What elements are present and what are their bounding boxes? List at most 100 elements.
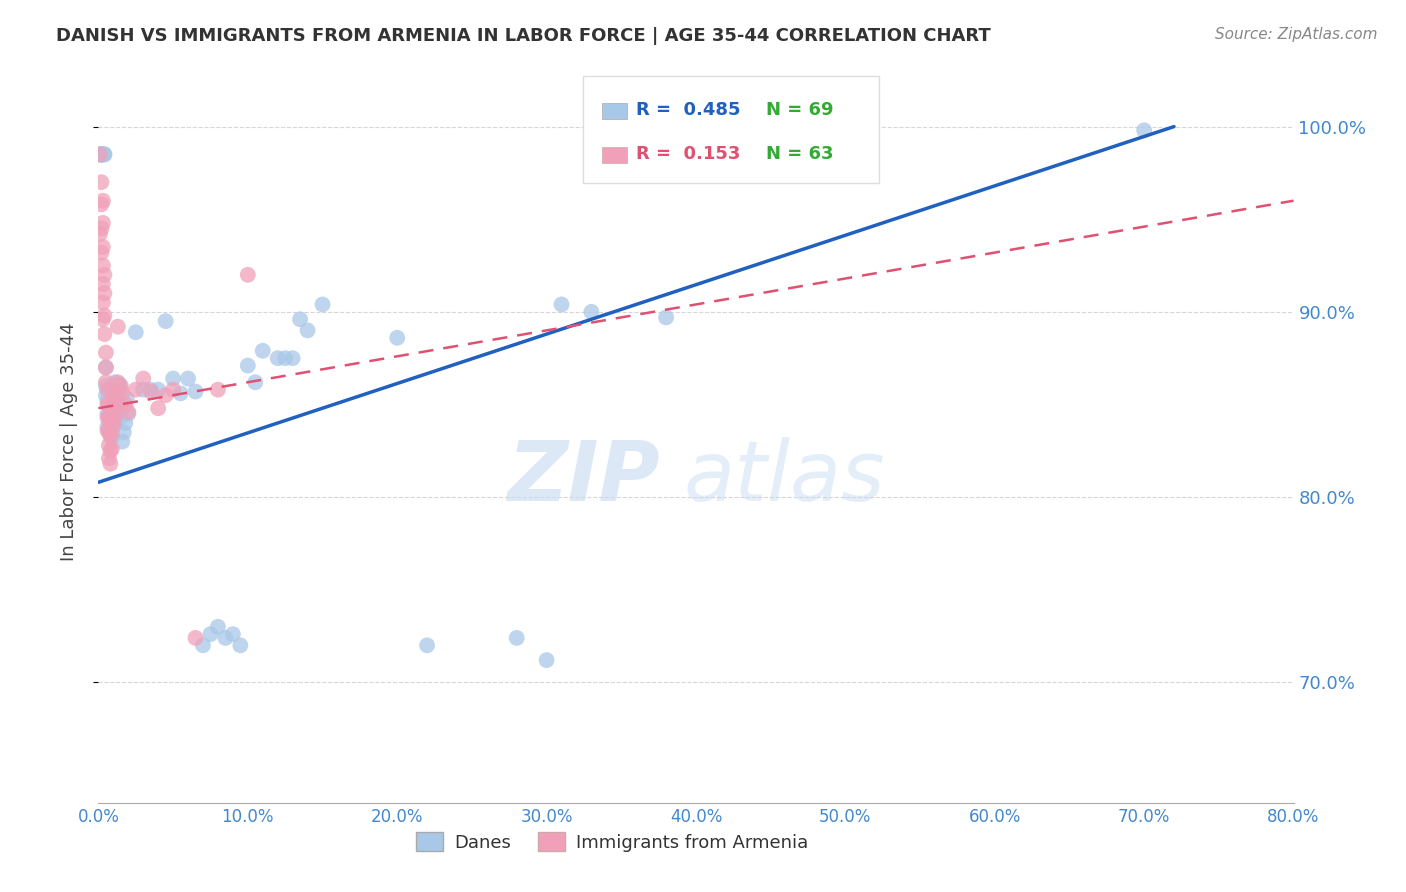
Text: R =  0.153: R = 0.153 — [636, 145, 740, 163]
Danes — [103, 386, 125, 401]
Danes — [245, 376, 267, 390]
Immigrants from Armenia — [103, 403, 125, 417]
Immigrants from Armenia — [93, 327, 115, 342]
Immigrants from Armenia — [111, 386, 134, 401]
Danes — [125, 325, 148, 339]
Immigrants from Armenia — [96, 383, 118, 397]
Danes — [90, 147, 112, 161]
Immigrants from Armenia — [101, 427, 124, 442]
Danes — [89, 147, 111, 161]
Danes — [108, 377, 131, 392]
Danes — [101, 416, 124, 430]
Immigrants from Armenia — [91, 312, 114, 326]
Danes — [91, 147, 114, 161]
Danes — [89, 147, 111, 161]
Danes — [214, 631, 236, 645]
Immigrants from Armenia — [91, 277, 114, 291]
Text: atlas: atlas — [685, 437, 886, 518]
Text: DANISH VS IMMIGRANTS FROM ARMENIA IN LABOR FORCE | AGE 35-44 CORRELATION CHART: DANISH VS IMMIGRANTS FROM ARMENIA IN LAB… — [56, 27, 991, 45]
Danes — [139, 383, 162, 397]
Immigrants from Armenia — [94, 360, 117, 375]
Immigrants from Armenia — [97, 425, 120, 440]
Danes — [97, 421, 120, 435]
Danes — [184, 384, 207, 399]
Immigrants from Armenia — [98, 443, 122, 458]
Danes — [98, 410, 122, 425]
Immigrants from Armenia — [117, 405, 139, 419]
Danes — [103, 419, 125, 434]
Danes — [94, 360, 117, 375]
Danes — [105, 388, 128, 402]
Immigrants from Armenia — [91, 259, 114, 273]
Immigrants from Armenia — [107, 376, 129, 390]
Immigrants from Armenia — [93, 309, 115, 323]
Immigrants from Armenia — [110, 397, 132, 411]
Danes — [104, 397, 127, 411]
Text: Source: ZipAtlas.com: Source: ZipAtlas.com — [1215, 27, 1378, 42]
Immigrants from Armenia — [184, 631, 207, 645]
Danes — [506, 631, 529, 645]
Immigrants from Armenia — [91, 216, 114, 230]
Immigrants from Armenia — [207, 383, 229, 397]
Immigrants from Armenia — [104, 397, 127, 411]
Danes — [91, 147, 114, 161]
Danes — [132, 383, 155, 397]
Danes — [207, 620, 229, 634]
Danes — [229, 638, 252, 652]
Immigrants from Armenia — [94, 376, 117, 390]
Danes — [93, 147, 115, 161]
Danes — [281, 351, 304, 366]
Danes — [103, 407, 125, 421]
Danes — [90, 147, 112, 161]
Immigrants from Armenia — [103, 388, 125, 402]
Danes — [91, 147, 114, 161]
Immigrants from Armenia — [94, 345, 117, 359]
Immigrants from Armenia — [139, 384, 162, 399]
Danes — [385, 331, 409, 345]
Danes — [416, 638, 439, 652]
Danes — [655, 310, 678, 325]
Danes — [96, 419, 118, 434]
Immigrants from Armenia — [90, 245, 112, 260]
Immigrants from Armenia — [132, 371, 155, 385]
Immigrants from Armenia — [125, 383, 148, 397]
Immigrants from Armenia — [98, 429, 122, 443]
Immigrants from Armenia — [90, 197, 112, 211]
Danes — [105, 407, 128, 421]
Danes — [222, 627, 245, 641]
Text: R =  0.485: R = 0.485 — [636, 101, 740, 119]
Danes — [108, 401, 131, 416]
Immigrants from Armenia — [96, 410, 118, 425]
Danes — [117, 407, 139, 421]
Danes — [148, 383, 170, 397]
Legend: Danes, Immigrants from Armenia: Danes, Immigrants from Armenia — [409, 825, 815, 859]
Immigrants from Armenia — [155, 388, 177, 402]
Danes — [550, 297, 572, 311]
Danes — [90, 147, 112, 161]
Immigrants from Armenia — [114, 397, 136, 411]
Danes — [101, 431, 124, 445]
Immigrants from Armenia — [148, 401, 170, 416]
Danes — [94, 388, 117, 402]
Immigrants from Armenia — [97, 438, 120, 452]
Immigrants from Armenia — [162, 383, 184, 397]
Immigrants from Armenia — [89, 147, 111, 161]
Immigrants from Armenia — [90, 221, 112, 235]
Text: N = 69: N = 69 — [766, 101, 834, 119]
Danes — [98, 425, 122, 440]
Immigrants from Armenia — [103, 417, 125, 432]
Danes — [297, 323, 319, 337]
Danes — [97, 410, 120, 425]
Danes — [311, 297, 333, 311]
Immigrants from Armenia — [104, 410, 127, 425]
Danes — [96, 393, 118, 408]
Immigrants from Armenia — [93, 268, 115, 282]
Danes — [200, 627, 222, 641]
Danes — [104, 376, 127, 390]
Danes — [155, 314, 177, 328]
Danes — [110, 410, 132, 425]
Danes — [110, 383, 132, 397]
Danes — [581, 305, 603, 319]
Danes — [177, 371, 200, 385]
Text: ZIP: ZIP — [508, 437, 661, 518]
